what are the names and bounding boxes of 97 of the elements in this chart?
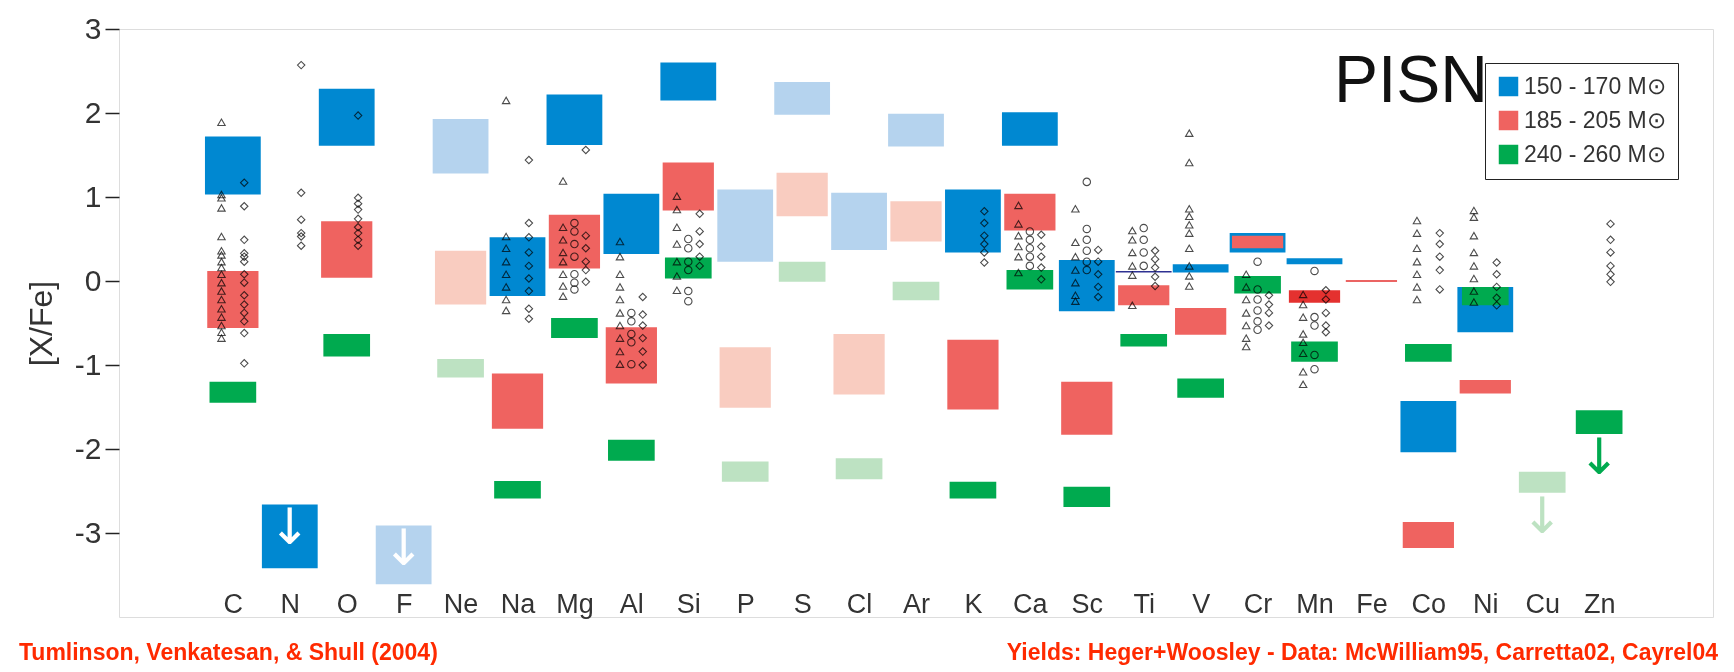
bar — [1175, 307, 1227, 335]
bar — [1001, 112, 1058, 146]
bar — [778, 261, 826, 282]
bar — [605, 327, 657, 384]
bar — [375, 525, 432, 585]
x-tick-label: Cu — [1525, 588, 1560, 619]
x-tick-label: Ca — [1013, 588, 1049, 619]
bar — [831, 192, 887, 250]
x-tick-label: Na — [500, 588, 537, 619]
x-tick-label: Si — [676, 588, 701, 619]
y-tick-label: 3 — [84, 11, 102, 45]
x-tick-label: Ne — [443, 588, 479, 619]
text: Tumlinson, Venkatesan, & Shull (2004) — [19, 639, 438, 665]
annotation: ↓ — [268, 498, 311, 557]
bar — [945, 189, 1001, 253]
bar — [1058, 260, 1115, 312]
bar — [1402, 522, 1454, 549]
bar — [1061, 381, 1113, 435]
x-tick-label: K — [964, 588, 983, 619]
x-tick-label: P — [736, 588, 755, 619]
x-tick-label: Cr — [1243, 588, 1273, 619]
bar — [1177, 378, 1224, 398]
x-tick-label: Cl — [846, 588, 873, 619]
y-tick-label: -2 — [74, 431, 102, 465]
bar — [551, 317, 598, 339]
bar — [323, 333, 371, 357]
bar — [888, 113, 944, 147]
y-tick-label: -3 — [74, 515, 102, 549]
x-tick-label: O — [336, 588, 358, 619]
bar — [1518, 471, 1566, 493]
y-tick-label: 1 — [84, 179, 102, 213]
x-tick-label: S — [793, 588, 812, 619]
x-tick-label: Ar — [903, 588, 931, 619]
bar — [432, 118, 489, 174]
y-tick-label: 0 — [84, 263, 102, 297]
bar — [1400, 401, 1457, 453]
bar — [1405, 344, 1452, 362]
annotation: ↓ — [382, 519, 425, 578]
bar — [833, 333, 885, 395]
bar — [721, 461, 769, 482]
bar — [261, 504, 318, 569]
bar — [204, 136, 261, 195]
bar — [1459, 380, 1511, 394]
bar — [1063, 486, 1111, 507]
bar — [489, 237, 546, 297]
x-tick-label: Sc — [1071, 588, 1104, 619]
bar — [603, 193, 660, 255]
bar — [546, 94, 603, 145]
bar — [437, 359, 484, 378]
bar — [1118, 285, 1170, 306]
legend-label: 150 - 170 M⊙ — [1524, 72, 1666, 99]
x-tick-label: Mn — [1296, 588, 1334, 619]
bar — [1006, 270, 1054, 290]
x-tick-label: Fe — [1356, 588, 1388, 619]
bar — [835, 458, 883, 480]
bar — [717, 189, 774, 262]
bar — [949, 481, 997, 499]
x-tick-label: Ti — [1133, 588, 1155, 619]
bar — [1004, 193, 1056, 231]
x-tick-label: N — [280, 588, 301, 619]
bar — [774, 81, 831, 115]
x-tick-label: Al — [619, 588, 644, 619]
x-tick-label: Zn — [1583, 588, 1616, 619]
bar — [434, 250, 487, 305]
bar — [662, 162, 714, 211]
bar — [719, 347, 771, 408]
x-tick-label: Ni — [1473, 588, 1499, 619]
x-tick-label: F — [395, 588, 413, 619]
text: Yields: Heger+Woosley - Data: McWilliam95, Carretta02, Cayrel04 — [1006, 639, 1719, 665]
bar — [494, 480, 541, 499]
x-tick-label: Mg — [556, 588, 594, 619]
annotation: ↓ — [1578, 427, 1621, 486]
bar — [892, 281, 940, 301]
y-tick-label: 2 — [84, 95, 102, 129]
bar — [1291, 341, 1338, 362]
annotation: ↓ — [1521, 486, 1564, 545]
legend-label: 240 - 260 M⊙ — [1524, 140, 1666, 167]
bar — [1286, 258, 1343, 265]
bar — [1575, 410, 1623, 434]
bar — [321, 221, 373, 278]
bar — [491, 373, 544, 429]
bar — [660, 62, 717, 101]
chart-title: PISN — [1333, 42, 1489, 116]
bar — [1288, 290, 1341, 303]
bar — [776, 172, 828, 217]
x-tick-label: Co — [1411, 588, 1447, 619]
bar — [318, 88, 375, 146]
bar — [209, 381, 257, 403]
bar — [1120, 333, 1168, 347]
y-axis-title: [X/Fe] — [22, 280, 59, 367]
bar — [608, 439, 655, 461]
bar — [890, 201, 942, 242]
y-tick-label: -1 — [74, 347, 102, 381]
x-tick-label: V — [1192, 588, 1211, 619]
legend-label: 185 - 205 M⊙ — [1524, 106, 1666, 133]
x-tick-label: C — [223, 588, 244, 619]
bar — [947, 339, 999, 410]
